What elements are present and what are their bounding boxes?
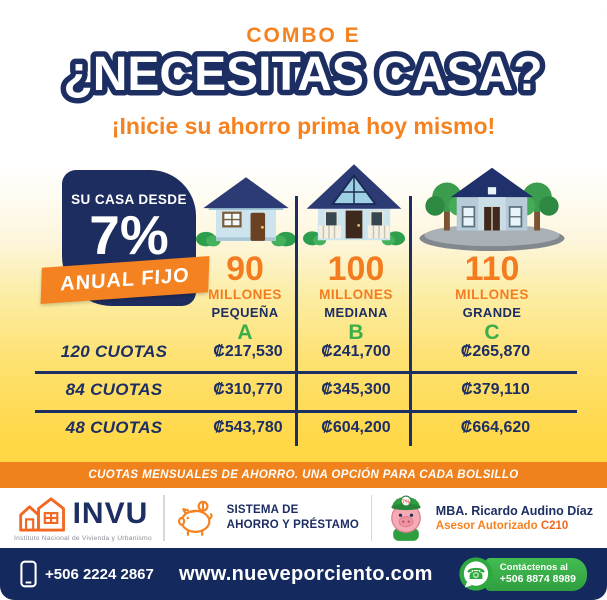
column-divider: [295, 196, 298, 446]
advisor-name: MBA. Ricardo Audino Díaz: [435, 504, 593, 518]
option-a-unit: MILLONES: [208, 287, 282, 302]
contact-bar: +506 2224 2867 www.nueveporciento.com ☎ …: [0, 548, 607, 600]
quota-value-b: ₡241,700: [321, 343, 391, 360]
advisor-role: Asesor Autorizado: [435, 520, 538, 532]
mascot-cap-text: 7%: [402, 499, 411, 505]
option-b-plan-letter: B: [348, 321, 364, 344]
footer: INVU Instituto Nacional de Vivienda y Ur…: [0, 488, 607, 548]
row-divider: [35, 410, 577, 413]
advisor-code: C210: [540, 520, 569, 532]
table-row: 48 CUOTAS ₡543,780 ₡604,200 ₡664,620: [30, 409, 577, 447]
option-a-plan-letter: A: [237, 321, 253, 344]
rate-badge: SU CASA DESDE 7% ANUAL FIJO: [40, 170, 210, 306]
piggy-bank-icon: [177, 500, 213, 536]
house-large-icon: [419, 167, 565, 252]
house-medium-icon: [303, 164, 405, 246]
footer-divider: [370, 495, 373, 541]
table-row: 120 CUOTAS ₡217,530 ₡241,700 ₡265,870: [30, 333, 577, 371]
option-c: 110 MILLONES GRANDE C: [418, 252, 566, 345]
rate-ribbon: ANUAL FIJO: [40, 256, 210, 304]
option-c-size: GRANDE: [462, 305, 522, 320]
option-a-size: PEQUEÑA: [211, 305, 279, 320]
phone-icon: [20, 560, 37, 588]
option-b-unit: MILLONES: [319, 287, 393, 302]
program-line1: SISTEMA DE: [226, 504, 299, 517]
row-label: 84 CUOTAS: [65, 380, 163, 399]
quota-table: 120 CUOTAS ₡217,530 ₡241,700 ₡265,870 84…: [30, 333, 577, 447]
option-c-plan-letter: C: [484, 321, 500, 344]
quota-value-c: ₡265,870: [460, 343, 531, 360]
invu-section: INVU Instituto Nacional de Vivienda y Ur…: [14, 495, 152, 542]
option-b: 100 MILLONES MEDIANA B: [300, 252, 412, 345]
quota-value-c: ₡664,620: [460, 419, 531, 436]
footer-divider: [163, 495, 165, 541]
whatsapp-icon: ☎: [459, 557, 493, 591]
invu-logo-icon: [18, 496, 65, 531]
advisor-section: 7% MBA. Ricardo Audino Díaz Asesor Autor…: [384, 492, 593, 544]
quota-value-b: ₡345,300: [321, 381, 391, 398]
website-link[interactable]: www.nueveporciento.com: [178, 562, 433, 585]
quota-value-b: ₡604,200: [321, 419, 391, 436]
savings-program-section: SISTEMA DE AHORRO Y PRÉSTAMO: [177, 500, 359, 536]
option-a-amount: 90: [226, 250, 264, 288]
phone-number: +506 2224 2867: [45, 565, 154, 583]
svg-text:☎: ☎: [466, 566, 485, 583]
main-title: ¿NECESITAS CASA?: [58, 43, 548, 107]
row-divider: [35, 371, 577, 374]
rate-value: 7%: [89, 204, 169, 266]
option-c-unit: MILLONES: [455, 287, 529, 302]
pig-mascot-icon: 7%: [390, 495, 421, 541]
house-small-icon: [196, 177, 296, 247]
invu-tagline: Instituto Nacional de Vivienda y Urbanis…: [14, 534, 152, 542]
savings-banner: CUOTAS MENSUALES DE AHORRO. UNA OPCIÓN P…: [0, 462, 607, 488]
row-label: 120 CUOTAS: [60, 342, 168, 361]
combo-label: COMBO E: [246, 24, 361, 47]
whatsapp-number: +506 8874 8989: [499, 573, 576, 586]
quota-value-a: ₡543,780: [213, 419, 283, 436]
whatsapp-label: Contáctenos al: [499, 561, 568, 573]
column-divider: [409, 196, 412, 446]
program-line2: AHORRO Y PRÉSTAMO: [226, 519, 360, 531]
quota-value-a: ₡217,530: [213, 343, 283, 360]
option-b-size: MEDIANA: [324, 305, 388, 320]
rate-caption: SU CASA DESDE: [71, 192, 187, 207]
invu-name: INVU: [72, 496, 149, 530]
option-b-amount: 100: [327, 250, 385, 288]
row-label: 48 CUOTAS: [65, 418, 163, 437]
option-c-amount: 110: [464, 250, 520, 288]
phone-contact[interactable]: +506 2224 2867: [20, 560, 154, 588]
option-a: 90 MILLONES PEQUEÑA A: [193, 252, 297, 345]
quota-value-a: ₡310,770: [213, 381, 283, 398]
table-row: 84 CUOTAS ₡310,770 ₡345,300 ₡379,110: [30, 371, 577, 409]
svg-text:¿NECESITAS CASA?: ¿NECESITAS CASA?: [63, 48, 542, 101]
whatsapp-contact[interactable]: ☎ Contáctenos al +506 8874 8989: [458, 556, 587, 592]
main-section: COMBO E ¿NECESITAS CASA? ¡Inicie su ahor…: [0, 0, 607, 462]
subtitle: ¡Inicie su ahorro prima hoy mismo!: [111, 113, 496, 139]
quota-value-c: ₡379,110: [461, 381, 530, 398]
